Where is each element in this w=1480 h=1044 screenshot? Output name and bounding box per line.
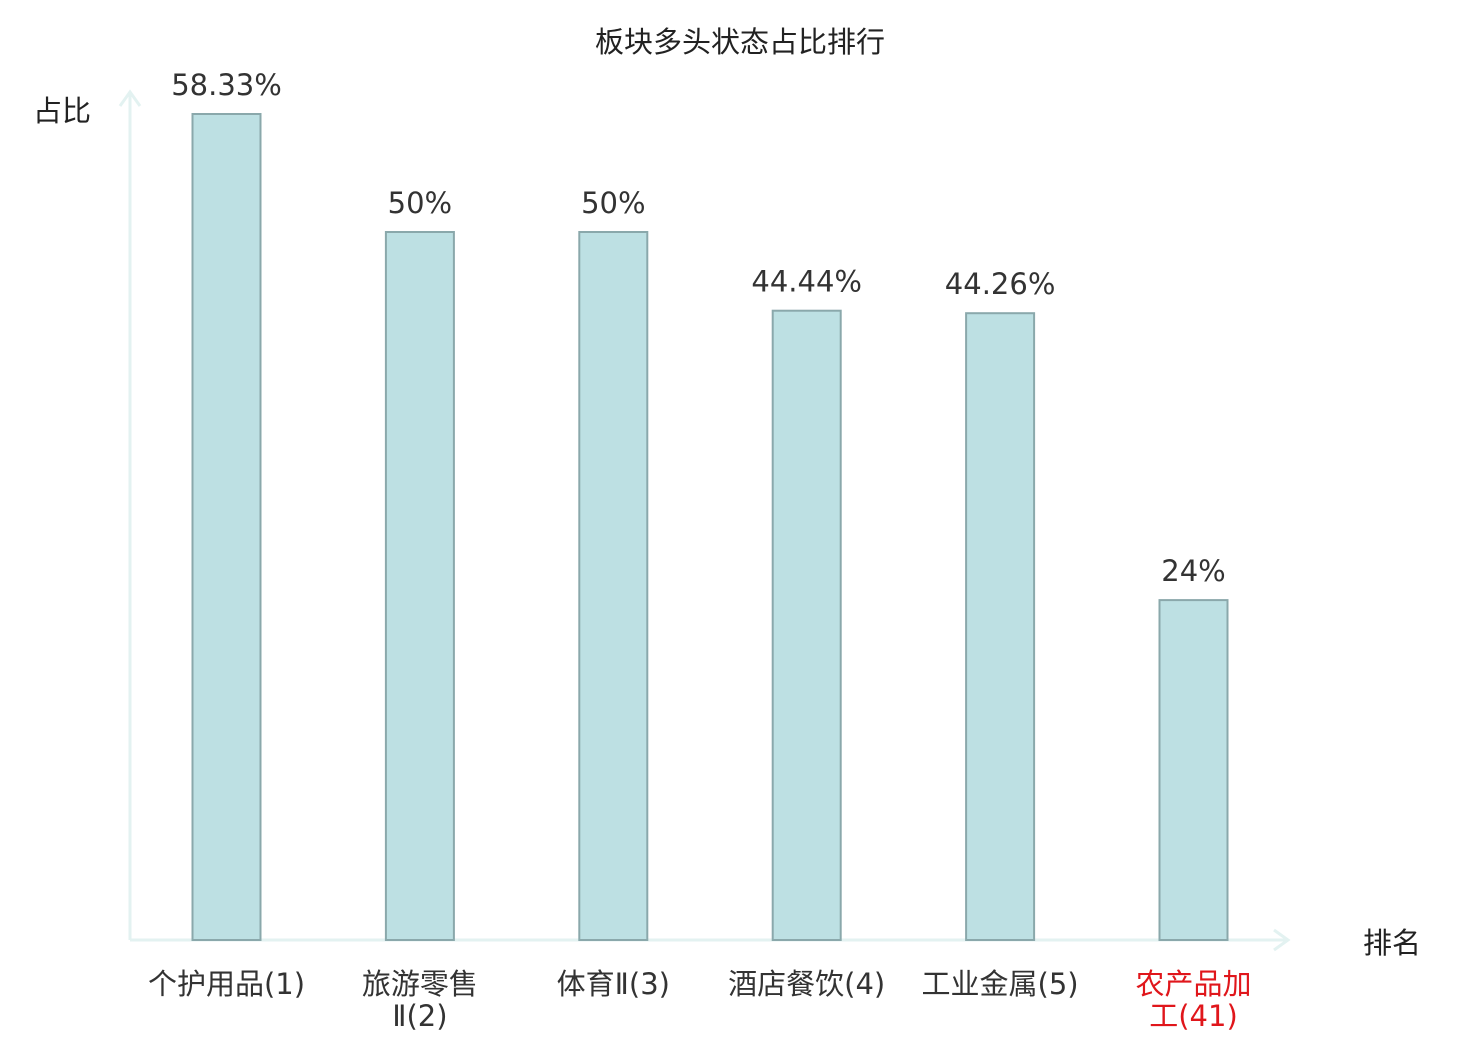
category-label: 农产品加工(41) — [1135, 967, 1251, 1033]
category-label-line: 体育Ⅱ(3) — [557, 967, 670, 1001]
chart-title: 板块多头状态占比排行 — [595, 25, 885, 59]
value-label: 50% — [581, 186, 645, 220]
category-label-line: 酒店餐饮(4) — [728, 967, 885, 1001]
value-label: 24% — [1161, 554, 1225, 588]
category-label-line: Ⅱ(2) — [392, 999, 447, 1033]
value-label: 58.33% — [171, 68, 282, 102]
category-label: 工业金属(5) — [922, 967, 1079, 1001]
y-axis-arrow — [118, 89, 142, 107]
value-labels: 58.33% 50% 50% 44.44% 44.26% 24% — [171, 68, 1226, 588]
category-label: 酒店餐饮(4) — [728, 967, 885, 1001]
value-label: 50% — [388, 186, 452, 220]
category-label: 个护用品(1) — [148, 967, 305, 1001]
y-axis — [118, 89, 142, 940]
bar — [771, 309, 842, 941]
category-label: 旅游零售 Ⅱ(2) — [362, 967, 478, 1033]
x-axis-arrow — [1273, 928, 1291, 952]
x-axis-label: 排名 — [1363, 926, 1421, 960]
category-label-line: 农产品加 — [1135, 967, 1251, 1001]
x-axis — [130, 928, 1291, 952]
bar — [578, 231, 649, 941]
value-label: 44.26% — [945, 267, 1056, 301]
bars — [191, 113, 1229, 941]
category-label-line: 工业金属(5) — [922, 967, 1079, 1001]
category-label-line: 工(41) — [1149, 999, 1238, 1033]
y-axis-label: 占比 — [33, 94, 91, 128]
value-label: 44.44% — [751, 265, 862, 299]
category-labels: 个护用品(1) 旅游零售 Ⅱ(2) 体育Ⅱ(3) 酒店餐饮(4) 工业金属(5) 农产品加工… — [148, 967, 1252, 1033]
bar — [384, 231, 455, 941]
category-label-line: 个护用品(1) — [148, 967, 305, 1001]
bar — [965, 312, 1036, 941]
bar — [191, 113, 262, 941]
bar — [1158, 599, 1229, 941]
category-label-line: 旅游零售 — [362, 967, 478, 1001]
category-label: 体育Ⅱ(3) — [557, 967, 670, 1001]
